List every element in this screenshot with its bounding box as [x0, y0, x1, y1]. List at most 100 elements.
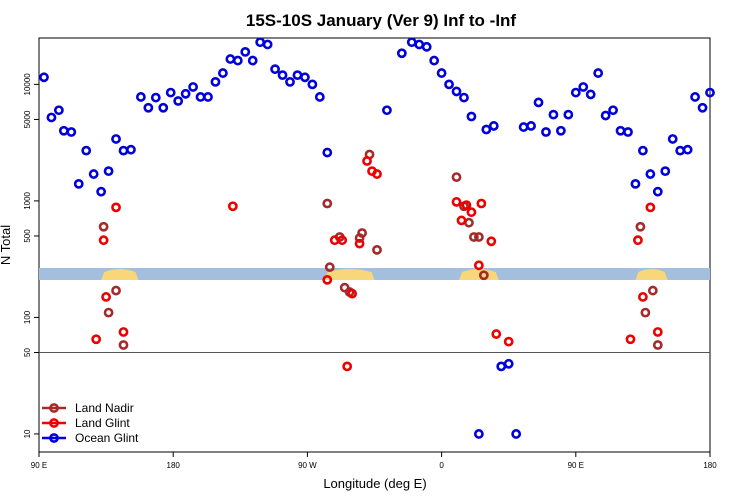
ocean-glint-point — [81, 145, 92, 156]
ocean-glint-point — [225, 54, 236, 64]
land-glint-point — [347, 288, 358, 299]
ocean-glint-point — [150, 92, 161, 103]
land-nadir-point — [464, 217, 474, 228]
ocean-glint-point — [488, 121, 499, 131]
land-nadir-point — [478, 270, 489, 281]
land-band-segment — [324, 269, 375, 280]
ocean-glint-point — [285, 77, 295, 87]
land-nadir-point — [322, 198, 333, 209]
chart-title: 15S-10S January (Ver 9) Inf to -Inf — [246, 11, 517, 30]
x-axis: 90 E 180 90 W 0 90 E 180 — [31, 452, 717, 470]
ocean-glint-point — [481, 124, 492, 135]
ocean-glint-point — [96, 186, 107, 197]
ocean-glint-point — [526, 121, 536, 131]
ocean-glint-point — [118, 145, 129, 156]
ocean-glint-point — [518, 122, 529, 132]
land-nadir-point — [118, 340, 129, 350]
ocean-glint-point — [307, 79, 318, 90]
ocean-band — [39, 268, 710, 280]
ocean-glint-point — [232, 55, 243, 66]
ocean-glint-point — [247, 55, 258, 66]
ocean-glint-point — [690, 92, 700, 102]
land-glint-point — [362, 156, 372, 166]
ocean-glint-point — [314, 92, 325, 102]
ocean-glint-point — [66, 127, 77, 137]
land-glint-point — [322, 274, 333, 285]
ocean-glint-point — [511, 429, 522, 439]
ocean-glint-point — [382, 105, 392, 116]
y-tick-label: 50 — [23, 348, 32, 357]
ocean-glint-point — [496, 361, 507, 372]
ocean-glint-point — [53, 105, 64, 116]
legend-marker — [49, 403, 59, 413]
ocean-glint-point — [473, 429, 484, 439]
ocean-glint-point — [277, 70, 288, 81]
x-tick-label: 90 W — [298, 461, 317, 470]
ocean-glint-point — [111, 134, 121, 144]
land-glint-point — [329, 235, 340, 246]
ocean-glint-point — [270, 64, 280, 75]
ocean-glint-point — [593, 68, 604, 78]
ocean-glint-point — [600, 110, 611, 121]
land-glint-point — [354, 238, 365, 249]
land-nadir-point — [469, 232, 479, 242]
ocean-glint-point — [73, 178, 84, 189]
ocean-glint-point — [58, 125, 69, 136]
ocean-glint-point — [578, 82, 589, 92]
ocean-glint-point — [262, 39, 273, 50]
land-glint-point — [491, 329, 502, 339]
ocean-glint-point — [615, 125, 626, 136]
ocean-glint-point — [135, 92, 146, 102]
land-glint-point — [337, 235, 348, 246]
y-tick-label: 100 — [23, 310, 32, 324]
legend-marker — [49, 418, 59, 428]
x-tick-label: 90 E — [31, 461, 47, 470]
ocean-glint-point — [705, 87, 715, 98]
land-band-segment — [635, 269, 668, 280]
land-nadir-point — [324, 262, 335, 273]
land-nadir-point — [372, 244, 382, 255]
ocean-glint-point — [46, 112, 57, 123]
land-glint-point — [451, 197, 462, 207]
ocean-glint-point — [165, 87, 176, 98]
land-glint-point — [486, 236, 497, 247]
land-glint-point — [638, 292, 648, 302]
ocean-glint-point — [300, 72, 310, 83]
ocean-glint-point — [585, 89, 596, 100]
land-glint-point — [111, 202, 121, 213]
surface-type-band — [39, 268, 710, 280]
ocean-glint-point — [503, 358, 514, 369]
ocean-glint-point — [638, 145, 648, 156]
ocean-glint-point — [210, 77, 221, 87]
ocean-glint-point — [158, 102, 169, 113]
land-nadir-point — [652, 340, 663, 350]
ocean-glint-point — [541, 127, 551, 137]
land-glint-point — [652, 327, 663, 337]
land-nadir-point — [98, 221, 109, 232]
land-glint-point — [91, 334, 102, 345]
ocean-glint-point — [188, 82, 198, 92]
ocean-glint-point — [682, 144, 693, 155]
land-glint-point — [503, 336, 514, 347]
ocean-glint-point — [103, 166, 114, 177]
land-band-segment — [101, 269, 139, 280]
ocean-glint-point — [421, 41, 432, 52]
legend-label: Ocean Glint — [75, 431, 139, 445]
land-nadir-point — [451, 172, 462, 183]
ocean-glint-point — [667, 134, 678, 144]
x-tick-label: 180 — [167, 461, 181, 470]
ocean-glint-point — [240, 46, 251, 57]
y-axis-label: N Total — [0, 225, 13, 265]
ocean-glint-point — [143, 102, 154, 113]
land-band-segment — [458, 269, 499, 280]
ocean-glint-point — [451, 86, 462, 97]
ocean-glint-point — [697, 102, 708, 113]
legend-label: Land Nadir — [75, 401, 134, 415]
x-tick-label: 90 E — [568, 461, 584, 470]
ocean-glint-point — [436, 68, 447, 78]
land-glint-point — [473, 260, 484, 271]
plot-frame — [38, 37, 711, 453]
ocean-glint-point — [466, 111, 477, 122]
